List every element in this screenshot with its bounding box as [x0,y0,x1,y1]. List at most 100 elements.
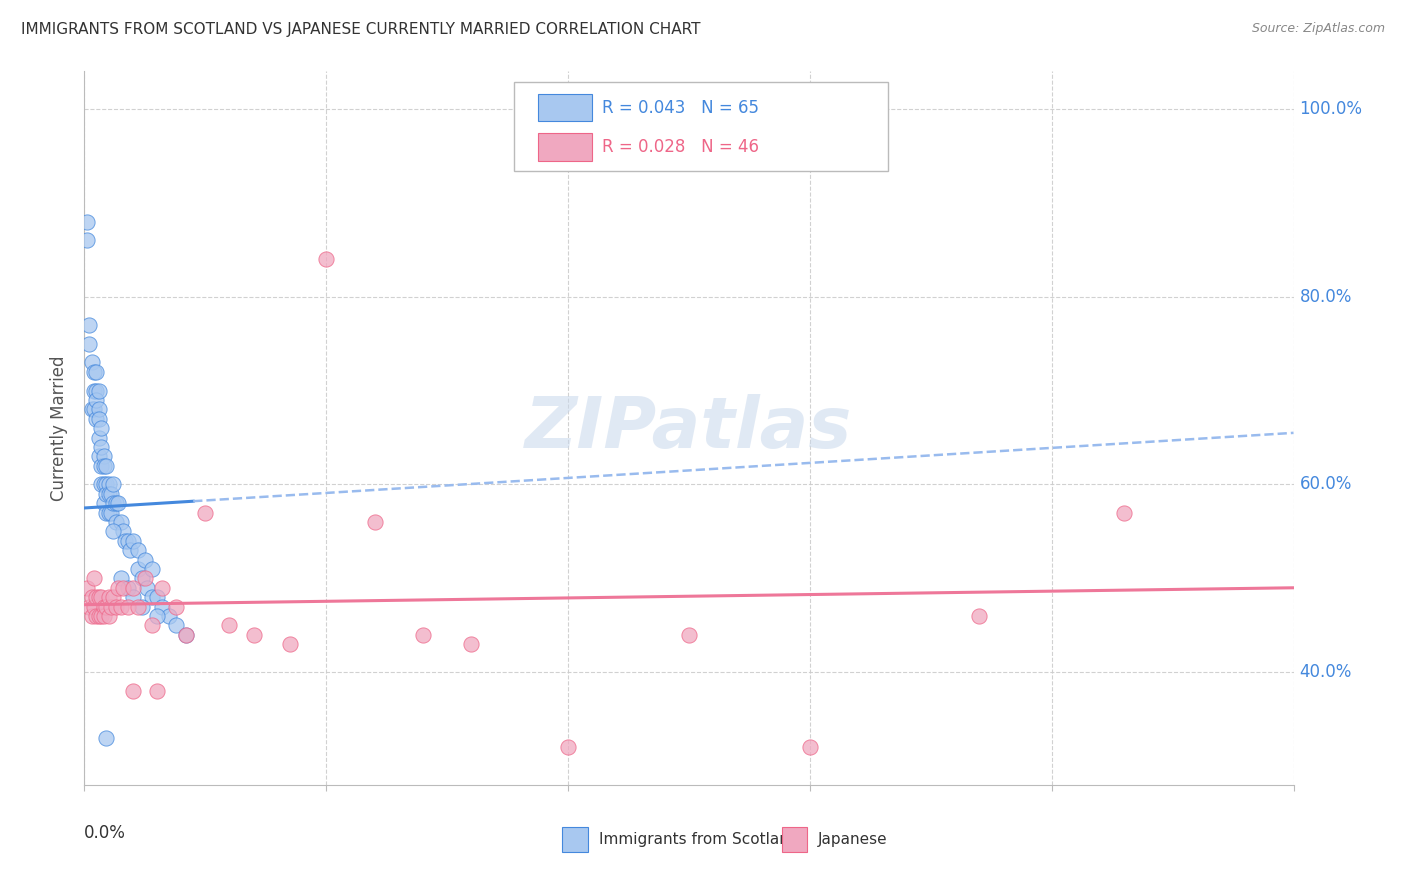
Point [87,450,110,464]
Point [127,543,149,558]
Point [100,599,122,614]
Point [76,581,98,595]
Text: R = 0.043   N = 65: R = 0.043 N = 65 [602,99,759,117]
Point [83,599,105,614]
Point [121,581,143,595]
Bar [538,95,592,121]
Point [83,402,105,417]
Point [121,533,143,548]
Point [77,318,100,332]
Bar [538,134,592,161]
Point [93,450,115,464]
Point [80,402,103,417]
Point [242,628,264,642]
Point [150,599,173,614]
Point [967,609,990,624]
Point [117,533,139,548]
Point [103,524,125,539]
Point [103,590,125,604]
Text: 40.0%: 40.0% [1299,664,1353,681]
Point [87,590,110,604]
Point [93,477,115,491]
Point [90,421,112,435]
Point [86,411,108,425]
Point [90,458,112,473]
Point [86,392,108,407]
Text: ZIPatlas: ZIPatlas [526,393,852,463]
Point [80,590,103,604]
Point [86,590,108,604]
Point [150,581,173,595]
Point [100,506,122,520]
Point [97,477,120,491]
Text: IMMIGRANTS FROM SCOTLAND VS JAPANESE CURRENTLY MARRIED CORRELATION CHART: IMMIGRANTS FROM SCOTLAND VS JAPANESE CUR… [21,22,700,37]
Point [90,590,112,604]
Point [80,609,103,624]
Point [90,440,112,454]
Point [87,431,110,445]
Text: 100.0%: 100.0% [1299,100,1362,118]
Point [127,562,149,576]
Point [94,458,117,473]
Point [134,571,156,585]
Y-axis label: Currently Married: Currently Married [51,355,69,501]
Point [104,599,127,614]
Text: Japanese: Japanese [818,831,889,847]
Point [97,590,120,604]
Point [94,477,117,491]
Point [87,609,110,624]
Point [93,496,115,510]
Text: 0.0%: 0.0% [84,824,127,842]
Point [86,384,108,398]
Point [112,524,135,539]
Point [1114,506,1136,520]
Point [97,506,120,520]
Point [104,496,127,510]
Point [86,609,108,624]
Point [93,458,115,473]
Point [678,628,700,642]
Text: 60.0%: 60.0% [1299,475,1353,493]
Point [121,684,143,698]
Point [76,233,98,247]
Point [141,590,163,604]
Point [103,477,125,491]
Point [146,590,169,604]
Point [134,552,156,566]
Point [131,571,153,585]
Point [87,384,110,398]
Point [87,402,110,417]
Point [93,599,115,614]
Point [114,533,136,548]
Point [100,487,122,501]
Point [112,581,135,595]
Point [141,618,163,632]
Point [460,637,482,651]
Text: Immigrants from Scotland: Immigrants from Scotland [599,831,799,847]
Point [104,515,127,529]
Point [80,355,103,369]
Point [146,609,169,624]
Point [94,731,117,745]
Text: 80.0%: 80.0% [1299,288,1353,306]
Point [557,740,579,755]
Point [83,384,105,398]
Point [110,599,132,614]
Point [157,609,180,624]
Point [90,609,112,624]
Point [131,599,153,614]
Point [174,628,197,642]
FancyBboxPatch shape [513,82,889,171]
Point [218,618,240,632]
Point [146,684,169,698]
Point [136,581,159,595]
Point [90,477,112,491]
Point [117,581,139,595]
Point [120,543,142,558]
Point [165,618,187,632]
Point [110,571,132,585]
Point [86,365,108,379]
Text: Source: ZipAtlas.com: Source: ZipAtlas.com [1251,22,1385,36]
Point [363,515,385,529]
Point [315,252,337,267]
